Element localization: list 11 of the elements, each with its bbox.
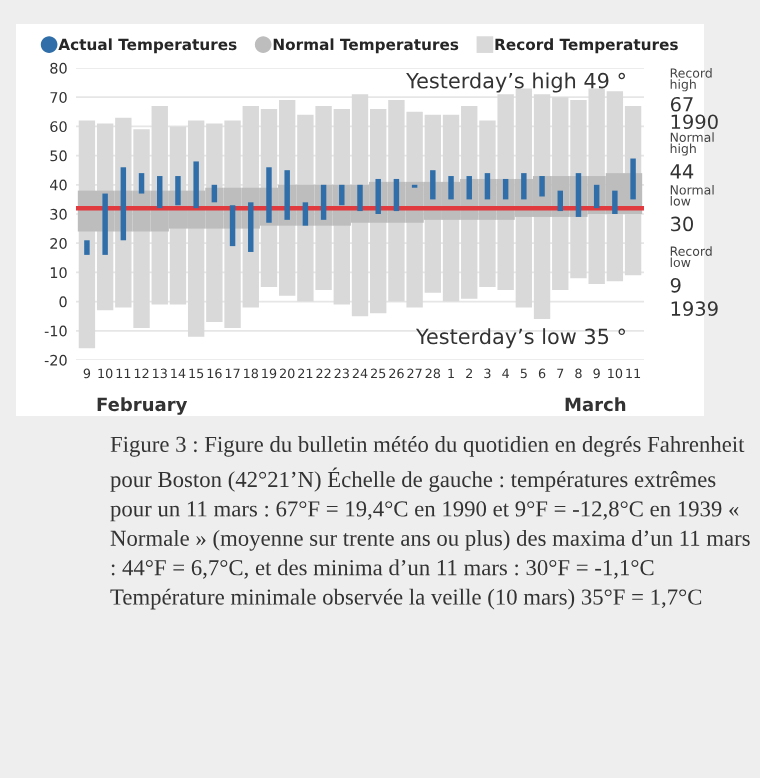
text: 9 bbox=[670, 277, 681, 293]
text: February bbox=[97, 397, 188, 415]
text: 1939 bbox=[671, 301, 718, 316]
text: 67 bbox=[670, 96, 693, 112]
text: 30 bbox=[671, 216, 694, 232]
text: 1990 bbox=[671, 114, 718, 130]
text: 44 bbox=[670, 164, 694, 179]
annotation: Yesterday’s low 35 ° bbox=[415, 328, 625, 349]
text: March bbox=[565, 397, 626, 412]
caption: Figure 3 : Figure du bulletin météo du quotidien en degrés Fahrenheit pour Boston (42°21’N) Échelle de gauche : températures extrêmes pour un 11 mars : 67°F = 19,4°C en 1990 et 9°F = -12,8°C en 1939 « Normale » (moyenne sur trente ans ou plus) des maxima d’un 11 mars : 44°F = 6,7°C, et des minima d’un 11 mars : 30°F = -1,1°C Température minimale observée la veille (10 mars) 35°F = 1,7°C bbox=[110, 436, 750, 610]
annotation: Yesterday’s high 49 ° bbox=[406, 72, 625, 93]
